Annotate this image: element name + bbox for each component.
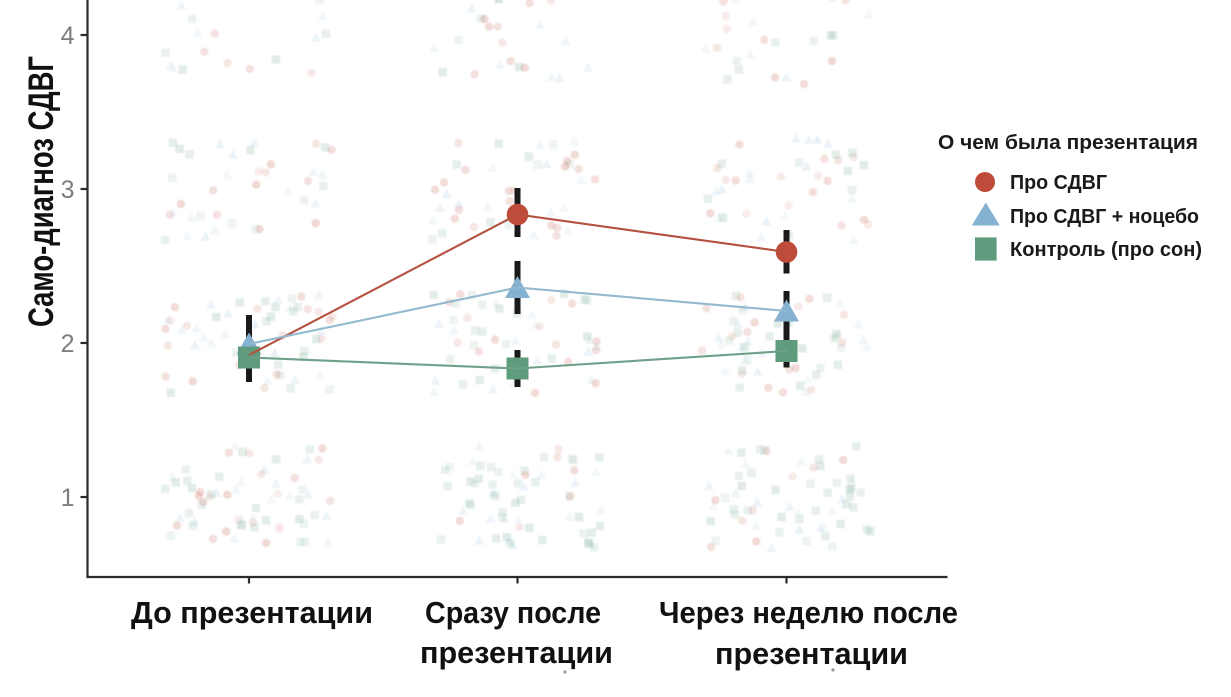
svg-text:4: 4 — [61, 22, 75, 50]
svg-text:Сразу после: Сразу после — [425, 595, 601, 630]
svg-text:презентации: презентации — [715, 636, 908, 671]
svg-text:2: 2 — [61, 330, 75, 358]
svg-text:Про СДВГ + ноцебо: Про СДВГ + ноцебо — [1010, 206, 1199, 228]
svg-text:До презентации: До презентации — [131, 595, 373, 630]
svg-text:Контроль (про сон): Контроль (про сон) — [1010, 239, 1202, 261]
svg-text:Про СДВГ: Про СДВГ — [1010, 172, 1107, 194]
svg-text:3: 3 — [61, 176, 75, 204]
svg-text:Через неделю после: Через неделю после — [659, 595, 958, 630]
svg-text:1: 1 — [61, 484, 75, 512]
svg-text:Само-диагноз СДВГ: Само-диагноз СДВГ — [22, 56, 61, 327]
svg-text:презентации: презентации — [420, 635, 613, 670]
svg-text:О чем была презентация: О чем была презентация — [938, 132, 1198, 154]
